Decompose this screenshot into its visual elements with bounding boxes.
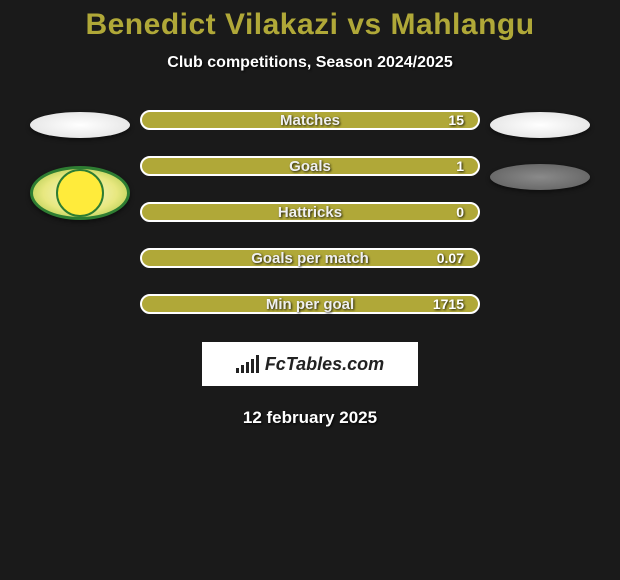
content-row: Matches 15 Goals 1 Hattricks 0 Goals per… <box>0 110 620 314</box>
stat-value: 1715 <box>433 296 464 312</box>
stat-bar: Min per goal 1715 <box>140 294 480 314</box>
page-title: Benedict Vilakazi vs Mahlangu <box>0 8 620 42</box>
left-player-column <box>20 110 140 220</box>
subtitle: Club competitions, Season 2024/2025 <box>0 54 620 72</box>
stat-bar: Matches 15 <box>140 110 480 130</box>
club-crest-left-icon <box>30 166 130 220</box>
brand-text: FcTables.com <box>265 354 384 375</box>
stat-bar: Hattricks 0 <box>140 202 480 222</box>
stat-bar: Goals 1 <box>140 156 480 176</box>
stat-label: Goals <box>289 158 331 175</box>
stat-label: Hattricks <box>278 204 342 221</box>
stat-value: 0.07 <box>437 250 464 266</box>
stat-value: 0 <box>456 204 464 220</box>
brand-logo[interactable]: FcTables.com <box>202 342 418 386</box>
date-label: 12 february 2025 <box>0 408 620 428</box>
stat-value: 1 <box>456 158 464 174</box>
club-crest-right-icon <box>490 164 590 190</box>
stat-bar: Goals per match 0.07 <box>140 248 480 268</box>
player-left-placeholder-icon <box>30 112 130 138</box>
bars-chart-icon <box>236 355 259 373</box>
player-right-placeholder-icon <box>490 112 590 138</box>
comparison-widget: Benedict Vilakazi vs Mahlangu Club compe… <box>0 0 620 428</box>
stat-label: Min per goal <box>266 296 354 313</box>
stat-value: 15 <box>448 112 464 128</box>
stat-label: Goals per match <box>251 250 369 267</box>
right-player-column <box>480 110 600 190</box>
stat-label: Matches <box>280 112 340 129</box>
stats-bars: Matches 15 Goals 1 Hattricks 0 Goals per… <box>140 110 480 314</box>
